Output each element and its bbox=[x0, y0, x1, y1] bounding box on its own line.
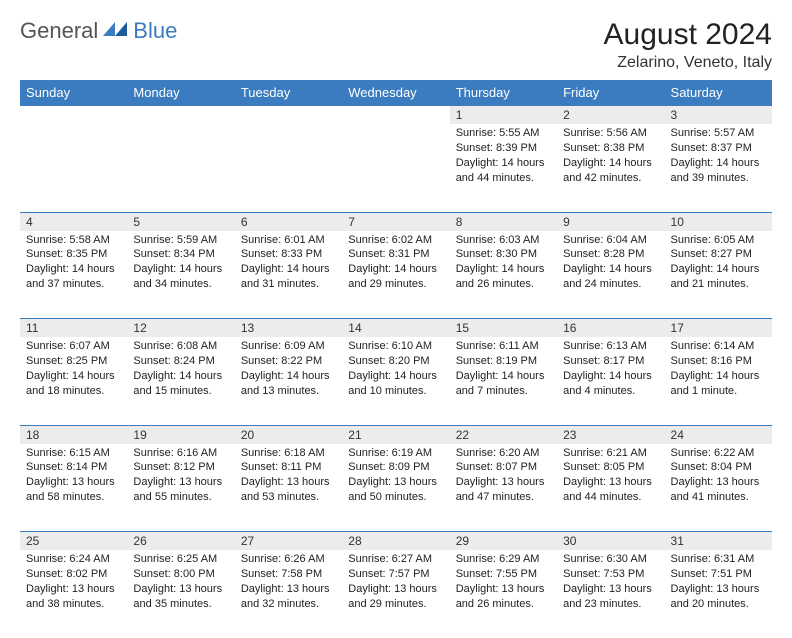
day-number-cell: 25 bbox=[20, 532, 127, 551]
day-content-cell: Sunrise: 6:07 AMSunset: 8:25 PMDaylight:… bbox=[20, 337, 127, 425]
day-content-cell: Sunrise: 6:03 AMSunset: 8:30 PMDaylight:… bbox=[450, 231, 557, 319]
week-content-row: Sunrise: 6:07 AMSunset: 8:25 PMDaylight:… bbox=[20, 337, 772, 425]
day-content-cell: Sunrise: 6:05 AMSunset: 8:27 PMDaylight:… bbox=[665, 231, 772, 319]
day-number-cell: 7 bbox=[342, 212, 449, 231]
calendar-header-row: SundayMondayTuesdayWednesdayThursdayFrid… bbox=[20, 80, 772, 106]
day-content-cell bbox=[342, 124, 449, 212]
week-content-row: Sunrise: 6:15 AMSunset: 8:14 PMDaylight:… bbox=[20, 444, 772, 532]
day-number-cell: 2 bbox=[557, 106, 664, 125]
title-block: August 2024 Zelarino, Veneto, Italy bbox=[604, 18, 772, 72]
day-number-cell: 15 bbox=[450, 319, 557, 338]
week-content-row: Sunrise: 6:24 AMSunset: 8:02 PMDaylight:… bbox=[20, 550, 772, 638]
day-number-cell: 6 bbox=[235, 212, 342, 231]
logo-icon bbox=[103, 20, 129, 43]
day-number-cell: 21 bbox=[342, 425, 449, 444]
day-number-cell: 27 bbox=[235, 532, 342, 551]
day-content-cell: Sunrise: 6:31 AMSunset: 7:51 PMDaylight:… bbox=[665, 550, 772, 638]
day-content-cell bbox=[20, 124, 127, 212]
location: Zelarino, Veneto, Italy bbox=[604, 54, 772, 72]
week-content-row: Sunrise: 5:58 AMSunset: 8:35 PMDaylight:… bbox=[20, 231, 772, 319]
day-content-cell: Sunrise: 6:19 AMSunset: 8:09 PMDaylight:… bbox=[342, 444, 449, 532]
day-content-cell: Sunrise: 5:56 AMSunset: 8:38 PMDaylight:… bbox=[557, 124, 664, 212]
week-content-row: Sunrise: 5:55 AMSunset: 8:39 PMDaylight:… bbox=[20, 124, 772, 212]
day-number-cell: 29 bbox=[450, 532, 557, 551]
week-daynum-row: 18192021222324 bbox=[20, 425, 772, 444]
day-number-cell: 8 bbox=[450, 212, 557, 231]
day-number-cell: 16 bbox=[557, 319, 664, 338]
day-header: Monday bbox=[127, 80, 234, 106]
day-content-cell: Sunrise: 5:58 AMSunset: 8:35 PMDaylight:… bbox=[20, 231, 127, 319]
day-content-cell: Sunrise: 6:25 AMSunset: 8:00 PMDaylight:… bbox=[127, 550, 234, 638]
day-content-cell: Sunrise: 6:15 AMSunset: 8:14 PMDaylight:… bbox=[20, 444, 127, 532]
day-content-cell: Sunrise: 6:14 AMSunset: 8:16 PMDaylight:… bbox=[665, 337, 772, 425]
week-daynum-row: 45678910 bbox=[20, 212, 772, 231]
day-content-cell: Sunrise: 6:22 AMSunset: 8:04 PMDaylight:… bbox=[665, 444, 772, 532]
day-header: Saturday bbox=[665, 80, 772, 106]
day-number-cell: 13 bbox=[235, 319, 342, 338]
week-daynum-row: 123 bbox=[20, 106, 772, 125]
day-number-cell: 3 bbox=[665, 106, 772, 125]
day-number-cell: 18 bbox=[20, 425, 127, 444]
day-content-cell: Sunrise: 6:30 AMSunset: 7:53 PMDaylight:… bbox=[557, 550, 664, 638]
day-content-cell: Sunrise: 6:02 AMSunset: 8:31 PMDaylight:… bbox=[342, 231, 449, 319]
day-header: Friday bbox=[557, 80, 664, 106]
day-number-cell: 5 bbox=[127, 212, 234, 231]
day-number-cell: 9 bbox=[557, 212, 664, 231]
day-content-cell: Sunrise: 6:13 AMSunset: 8:17 PMDaylight:… bbox=[557, 337, 664, 425]
day-number-cell: 19 bbox=[127, 425, 234, 444]
day-number-cell: 17 bbox=[665, 319, 772, 338]
day-number-cell: 22 bbox=[450, 425, 557, 444]
day-content-cell: Sunrise: 6:10 AMSunset: 8:20 PMDaylight:… bbox=[342, 337, 449, 425]
day-number-cell: 11 bbox=[20, 319, 127, 338]
day-number-cell: 12 bbox=[127, 319, 234, 338]
month-title: August 2024 bbox=[604, 18, 772, 52]
day-number-cell: 4 bbox=[20, 212, 127, 231]
day-header: Tuesday bbox=[235, 80, 342, 106]
day-content-cell: Sunrise: 6:01 AMSunset: 8:33 PMDaylight:… bbox=[235, 231, 342, 319]
day-number-cell: 26 bbox=[127, 532, 234, 551]
calendar-table: SundayMondayTuesdayWednesdayThursdayFrid… bbox=[20, 80, 772, 638]
day-number-cell bbox=[20, 106, 127, 125]
day-content-cell: Sunrise: 5:57 AMSunset: 8:37 PMDaylight:… bbox=[665, 124, 772, 212]
day-header: Sunday bbox=[20, 80, 127, 106]
week-daynum-row: 25262728293031 bbox=[20, 532, 772, 551]
day-content-cell: Sunrise: 6:16 AMSunset: 8:12 PMDaylight:… bbox=[127, 444, 234, 532]
week-daynum-row: 11121314151617 bbox=[20, 319, 772, 338]
day-content-cell: Sunrise: 6:18 AMSunset: 8:11 PMDaylight:… bbox=[235, 444, 342, 532]
header: General Blue August 2024 Zelarino, Venet… bbox=[20, 18, 772, 72]
logo: General Blue bbox=[20, 18, 177, 44]
day-number-cell bbox=[127, 106, 234, 125]
day-content-cell: Sunrise: 5:55 AMSunset: 8:39 PMDaylight:… bbox=[450, 124, 557, 212]
day-content-cell: Sunrise: 6:08 AMSunset: 8:24 PMDaylight:… bbox=[127, 337, 234, 425]
day-content-cell bbox=[235, 124, 342, 212]
day-number-cell: 14 bbox=[342, 319, 449, 338]
day-number-cell bbox=[235, 106, 342, 125]
day-content-cell bbox=[127, 124, 234, 212]
day-content-cell: Sunrise: 6:04 AMSunset: 8:28 PMDaylight:… bbox=[557, 231, 664, 319]
day-content-cell: Sunrise: 6:11 AMSunset: 8:19 PMDaylight:… bbox=[450, 337, 557, 425]
day-content-cell: Sunrise: 6:29 AMSunset: 7:55 PMDaylight:… bbox=[450, 550, 557, 638]
day-number-cell: 31 bbox=[665, 532, 772, 551]
day-number-cell: 20 bbox=[235, 425, 342, 444]
day-number-cell: 23 bbox=[557, 425, 664, 444]
day-content-cell: Sunrise: 6:26 AMSunset: 7:58 PMDaylight:… bbox=[235, 550, 342, 638]
day-content-cell: Sunrise: 5:59 AMSunset: 8:34 PMDaylight:… bbox=[127, 231, 234, 319]
day-number-cell bbox=[342, 106, 449, 125]
day-number-cell: 1 bbox=[450, 106, 557, 125]
day-header: Thursday bbox=[450, 80, 557, 106]
day-number-cell: 24 bbox=[665, 425, 772, 444]
day-number-cell: 30 bbox=[557, 532, 664, 551]
day-content-cell: Sunrise: 6:27 AMSunset: 7:57 PMDaylight:… bbox=[342, 550, 449, 638]
day-content-cell: Sunrise: 6:24 AMSunset: 8:02 PMDaylight:… bbox=[20, 550, 127, 638]
day-number-cell: 10 bbox=[665, 212, 772, 231]
logo-text-general: General bbox=[20, 18, 98, 44]
day-content-cell: Sunrise: 6:21 AMSunset: 8:05 PMDaylight:… bbox=[557, 444, 664, 532]
day-content-cell: Sunrise: 6:20 AMSunset: 8:07 PMDaylight:… bbox=[450, 444, 557, 532]
logo-text-blue: Blue bbox=[133, 18, 177, 44]
day-content-cell: Sunrise: 6:09 AMSunset: 8:22 PMDaylight:… bbox=[235, 337, 342, 425]
day-number-cell: 28 bbox=[342, 532, 449, 551]
day-header: Wednesday bbox=[342, 80, 449, 106]
